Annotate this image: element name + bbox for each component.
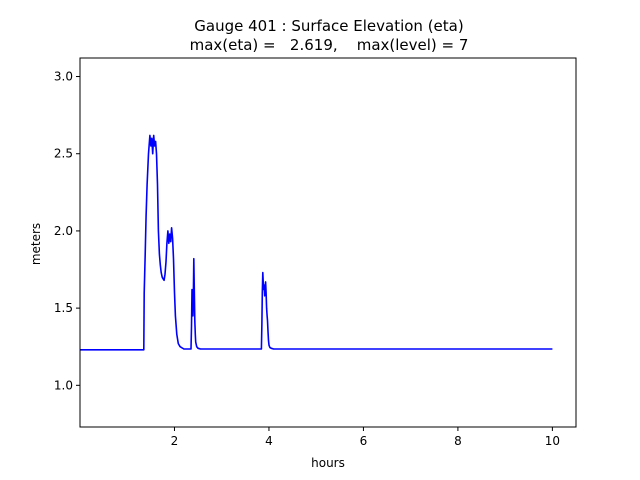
y-tick-label: 2.5: [54, 147, 73, 161]
y-axis-label: meters: [29, 223, 43, 265]
x-axis-label: hours: [311, 456, 345, 470]
y-tick-label: 3.0: [54, 70, 73, 84]
plot-area: [80, 134, 553, 351]
y-tick-label: 1.5: [54, 301, 73, 315]
y-tick-label: 2.0: [54, 224, 73, 238]
plot-frame: [79, 57, 577, 428]
y-tick-label: 1.0: [54, 378, 73, 392]
x-tick-label: 2: [171, 434, 179, 448]
x-tick-label: 4: [265, 434, 273, 448]
x-tick-label: 6: [360, 434, 368, 448]
x-tick-label: 8: [454, 434, 462, 448]
y-axis: 1.0 1.5 2.0 2.5 3.0: [54, 70, 80, 392]
chart-title: Gauge 401 : Surface Elevation (eta): [194, 17, 463, 35]
eta-series-line: [80, 134, 553, 351]
x-axis: 2 4 6 8 10: [171, 427, 560, 448]
x-tick-label: 10: [545, 434, 560, 448]
chart-subtitle: max(eta) = 2.619, max(level) = 7: [190, 36, 469, 54]
